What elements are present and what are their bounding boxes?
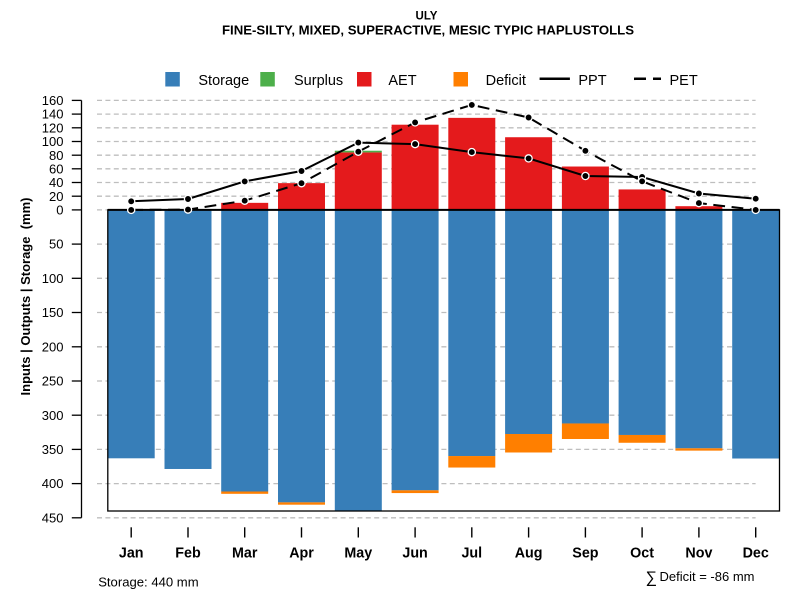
svg-text:Dec: Dec [743, 546, 769, 562]
svg-text:Surplus: Surplus [294, 73, 343, 89]
svg-text:Deficit = -86 mm: Deficit = -86 mm [660, 569, 755, 584]
svg-text:ULY: ULY [416, 11, 438, 23]
svg-text:250: 250 [42, 374, 64, 389]
svg-text:PPT: PPT [578, 73, 606, 89]
svg-text:150: 150 [42, 305, 64, 320]
svg-text:450: 450 [42, 510, 64, 525]
svg-text:20: 20 [49, 189, 63, 204]
svg-text:0: 0 [56, 203, 63, 218]
svg-text:140: 140 [42, 107, 64, 122]
svg-text:Storage: 440 mm: Storage: 440 mm [98, 574, 199, 589]
svg-text:Sep: Sep [572, 546, 598, 562]
svg-text:Jun: Jun [402, 546, 427, 562]
svg-text:FINE-SILTY, MIXED, SUPERACTIVE: FINE-SILTY, MIXED, SUPERACTIVE, MESIC TY… [222, 23, 634, 38]
svg-text:PET: PET [670, 73, 698, 89]
svg-text:100: 100 [42, 134, 64, 149]
svg-text:160: 160 [42, 93, 64, 108]
svg-text:Inputs | Outputs | Storage (m: Inputs | Outputs | Storage (mm) [18, 198, 33, 396]
svg-text:Jul: Jul [461, 546, 482, 562]
svg-text:May: May [344, 546, 372, 562]
svg-text:40: 40 [49, 175, 63, 190]
svg-text:120: 120 [42, 120, 64, 135]
svg-text:Deficit: Deficit [486, 73, 526, 89]
svg-text:Feb: Feb [175, 546, 201, 562]
svg-text:∑: ∑ [646, 569, 657, 586]
svg-text:Oct: Oct [630, 546, 654, 562]
svg-text:Mar: Mar [232, 546, 258, 562]
svg-text:200: 200 [42, 339, 64, 354]
svg-text:80: 80 [49, 148, 63, 163]
svg-text:AET: AET [388, 73, 416, 89]
svg-text:Jan: Jan [119, 546, 144, 562]
svg-text:Apr: Apr [289, 546, 314, 562]
svg-text:100: 100 [42, 271, 64, 286]
svg-text:350: 350 [42, 442, 64, 457]
svg-text:50: 50 [49, 237, 63, 252]
svg-text:Nov: Nov [685, 546, 712, 562]
svg-text:60: 60 [49, 161, 63, 176]
svg-text:Storage: Storage [198, 73, 249, 89]
svg-text:300: 300 [42, 408, 64, 423]
svg-text:400: 400 [42, 476, 64, 491]
svg-text:Aug: Aug [515, 546, 543, 562]
